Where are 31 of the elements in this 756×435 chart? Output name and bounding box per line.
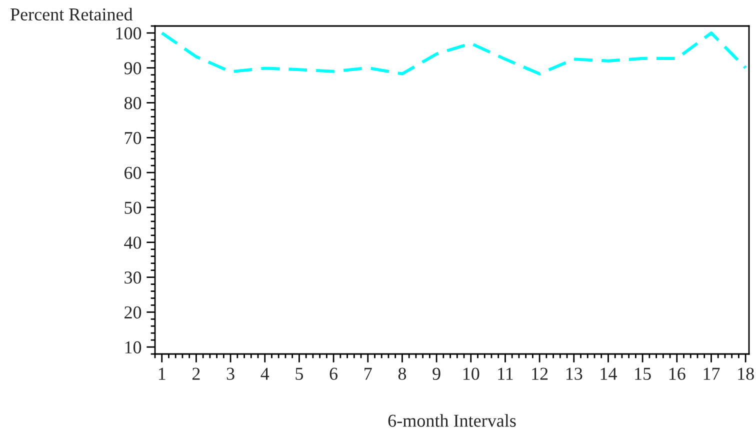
x-tick-label: 9 xyxy=(432,368,440,380)
y-tick-label: 10 xyxy=(125,341,142,354)
y-tick-label: 50 xyxy=(124,202,142,214)
y-tick-label: 80 xyxy=(124,97,142,110)
line-series xyxy=(160,31,748,76)
x-tick-label: 13 xyxy=(566,368,582,380)
x-tick-label: 18 xyxy=(738,368,754,380)
y-tick-label: 90 xyxy=(124,62,142,74)
y-tick-label: 70 xyxy=(124,132,142,144)
y-tick-label: 20 xyxy=(124,306,142,319)
x-tick-label: 2 xyxy=(192,368,200,380)
x-tick-label: 4 xyxy=(260,368,270,380)
y-tick-label: 30 xyxy=(124,271,142,284)
x-tick-label: 6 xyxy=(330,368,338,380)
y-tick-label: 60 xyxy=(124,166,142,179)
x-tick-label: 17 xyxy=(704,368,720,380)
x-tick-label: 12 xyxy=(532,368,548,380)
x-tick-label: 15 xyxy=(635,368,651,380)
y-tick-label: 100 xyxy=(116,27,142,40)
x-axis-title: 6-month Intervals xyxy=(388,414,516,427)
y-tick-label: 40 xyxy=(124,236,142,249)
x-tick-label: 10 xyxy=(463,368,480,380)
x-tick-label: 8 xyxy=(398,368,406,380)
x-tick-label: 5 xyxy=(296,368,304,380)
y-axis-title: Percent Retained xyxy=(10,8,133,21)
x-tick-label: 7 xyxy=(364,368,372,380)
x-tick-label: 16 xyxy=(669,368,686,380)
x-tick-label: 1 xyxy=(158,368,166,380)
x-tick-label: 3 xyxy=(226,368,234,380)
x-tick-label: 14 xyxy=(600,368,617,380)
x-tick-label: 11 xyxy=(498,368,513,380)
